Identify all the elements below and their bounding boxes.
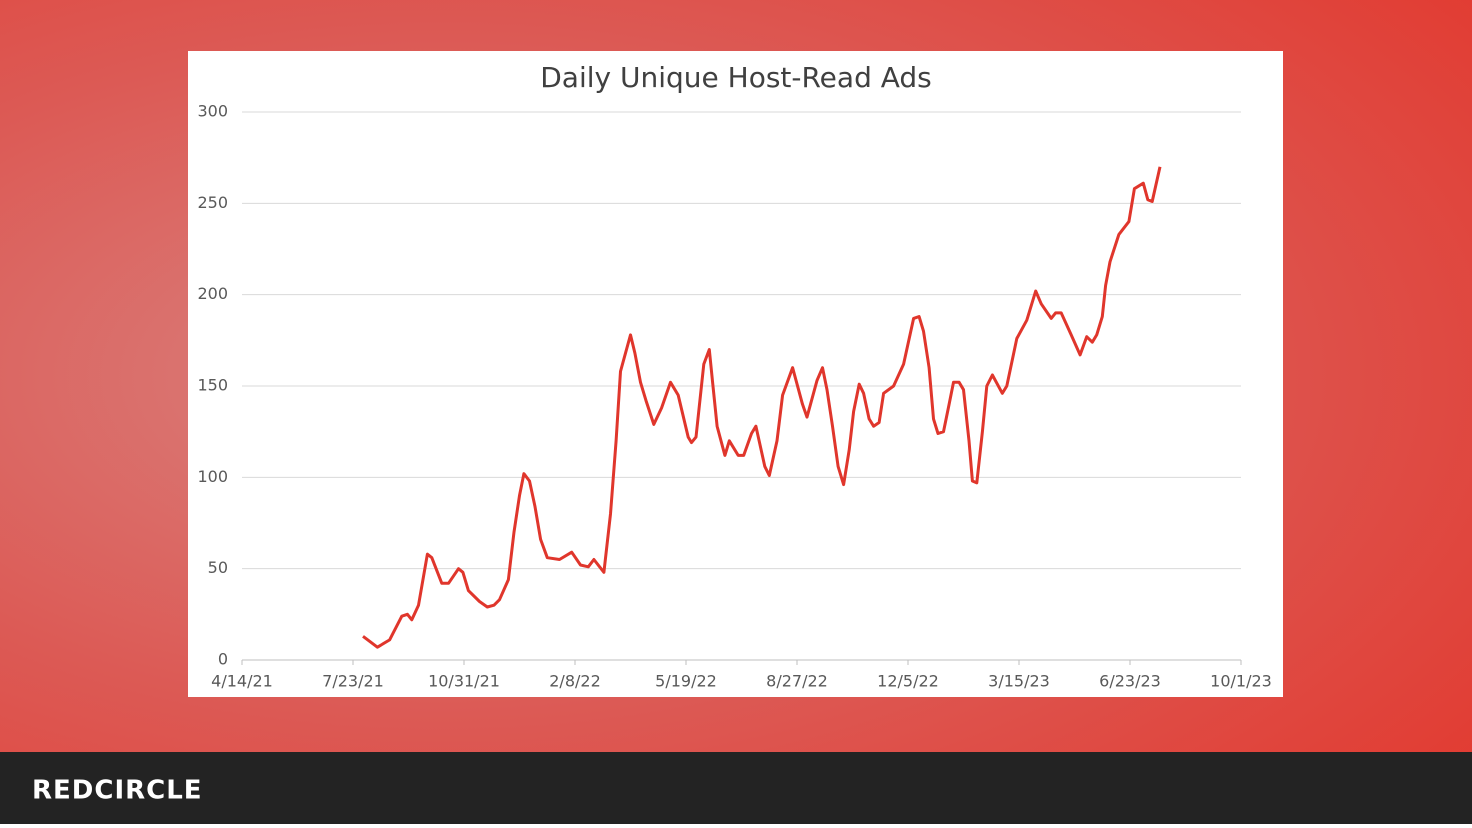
x-tick-label: 5/19/22 — [655, 672, 717, 691]
y-tick-label: 250 — [197, 193, 228, 212]
chart-panel — [188, 51, 1283, 697]
x-tick-label: 10/31/21 — [428, 672, 500, 691]
y-tick-label: 200 — [197, 284, 228, 303]
y-tick-label: 50 — [208, 558, 228, 577]
x-tick-label: 6/23/23 — [1099, 672, 1161, 691]
x-tick-label: 12/5/22 — [877, 672, 939, 691]
x-tick-label: 4/14/21 — [211, 672, 273, 691]
logo: REDCIRCLE — [32, 776, 203, 806]
x-tick-label: 8/27/22 — [766, 672, 828, 691]
x-tick-label: 2/8/22 — [549, 672, 601, 691]
data-line — [362, 166, 1162, 649]
y-tick-label: 0 — [218, 650, 228, 669]
x-tick-label: 10/1/23 — [1210, 672, 1272, 691]
y-tick-label: 300 — [197, 102, 228, 121]
y-tick-label: 100 — [197, 467, 228, 486]
chart-title: Daily Unique Host-Read Ads — [540, 61, 932, 94]
x-tick-label: 7/23/21 — [322, 672, 384, 691]
x-tick-label: 3/15/23 — [988, 672, 1050, 691]
y-tick-label: 150 — [197, 376, 228, 395]
footer — [0, 752, 1472, 824]
